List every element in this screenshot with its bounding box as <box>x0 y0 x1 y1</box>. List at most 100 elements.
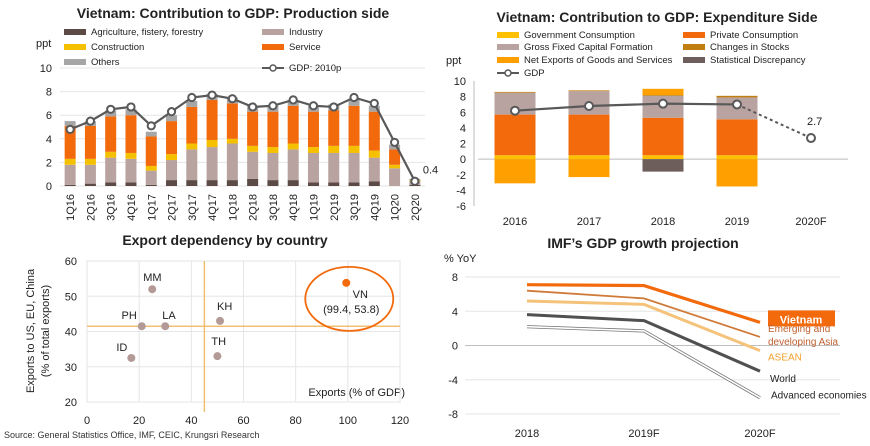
legend-swatch <box>64 59 86 65</box>
chart2-ylabel: ppt <box>446 55 461 67</box>
gdp-line <box>514 102 738 112</box>
bar-segment <box>716 119 758 156</box>
y-tick-label: -4 <box>456 185 466 197</box>
x-tick-label: 1Q19 <box>308 194 320 221</box>
bar-segment <box>267 111 279 148</box>
y-tick-label: 8 <box>46 87 52 99</box>
chart1-title: Vietnam: Contribution to GDP: Production… <box>77 5 390 21</box>
x-tick-label: 40 <box>185 415 197 427</box>
gdp-marker <box>658 98 668 109</box>
y-tick-label: 4 <box>46 134 52 146</box>
gdp-forecast-line <box>736 103 812 139</box>
bar-segment <box>105 116 117 152</box>
bar-segment <box>642 155 684 160</box>
point-label: ID <box>116 342 127 354</box>
bar-segment <box>716 159 758 187</box>
bar-segment <box>642 95 684 96</box>
legend-label: Others <box>91 57 120 68</box>
production-chart: 0 2 4 6 8 10 1Q16 2Q16 3Q16 4Q16 1Q17 2Q17 3Q17 4Q17 1… <box>40 27 438 221</box>
bar-segment <box>226 180 238 186</box>
point-label: LA <box>162 310 176 322</box>
bar-segment <box>389 144 401 150</box>
bar-segment <box>145 131 157 137</box>
bar-segment <box>84 125 96 159</box>
bar-segment <box>145 165 157 171</box>
scatter-point <box>216 316 225 325</box>
y-tick-label: 0 <box>460 154 466 166</box>
y-tick-label: 2 <box>46 157 52 169</box>
series-label: developing Asia <box>768 337 838 348</box>
legend-label: Government Consumption <box>524 30 635 41</box>
bar-segment <box>348 99 360 106</box>
bar-segment <box>642 117 684 156</box>
bar-segment <box>307 152 319 183</box>
source-note: Source: General Statistics Office, IMF, … <box>4 430 259 440</box>
x-tick-label: 1Q17 <box>146 194 158 221</box>
bar-segment <box>247 111 259 146</box>
bar-segment <box>186 180 198 186</box>
bar-segment <box>328 110 340 146</box>
bar-segment <box>267 147 279 153</box>
y-tick-label: 6 <box>460 107 466 119</box>
bar-segment <box>166 154 178 161</box>
x-tick-label: 2Q17 <box>167 194 179 221</box>
bar-segment <box>348 182 360 186</box>
series-line <box>526 283 761 324</box>
x-tick-label: 4Q19 <box>369 194 381 221</box>
x-tick-label: 2Q20 <box>410 194 422 221</box>
series-label: Advanced economies <box>771 391 867 402</box>
y-tick-label: 10 <box>40 63 52 75</box>
x-tick-label: 1Q16 <box>65 194 77 221</box>
chart3-xlabel: Exports (% of GDP) <box>308 387 405 399</box>
x-tick-label: 80 <box>290 415 302 427</box>
bar-segment <box>64 125 76 159</box>
bar-segment <box>145 184 157 186</box>
bar-segment <box>368 157 380 182</box>
bar-segment <box>226 143 238 181</box>
y-tick-label: -8 <box>448 409 458 421</box>
bar-segment <box>494 91 536 93</box>
y-axis-label: (% of total exports) <box>40 285 52 377</box>
gdp-marker <box>65 124 75 134</box>
gdp-marker <box>268 101 278 111</box>
bar-segment <box>64 164 76 185</box>
y-tick-label: 4 <box>452 306 458 318</box>
gdp-marker <box>349 92 359 103</box>
x-tick-label: 2019F <box>628 428 659 440</box>
bar-segment <box>145 170 157 185</box>
y-tick-label: -6 <box>456 201 466 213</box>
y-tick-label: 60 <box>65 256 77 268</box>
gdp-marker <box>288 95 298 105</box>
bar-segment <box>247 178 259 186</box>
x-tick-label: 2020F <box>744 428 775 440</box>
y-tick-label: 8 <box>452 272 458 284</box>
legend-label: Industry <box>289 27 323 38</box>
y-tick-label: 40 <box>65 327 77 339</box>
x-tick-label: 2016 <box>503 216 527 228</box>
legend-label: Private Consumption <box>710 30 798 41</box>
x-tick-label: 20 <box>133 415 145 427</box>
bar-segment <box>348 105 360 146</box>
legend-label: GDP <box>524 68 545 79</box>
chart2-title: Vietnam: Contribution to GDP: Expenditur… <box>497 9 818 25</box>
series-label: ASEAN <box>768 353 802 364</box>
x-tick-label: 2Q16 <box>85 194 97 221</box>
y-tick-label: -4 <box>448 375 458 387</box>
bar-segment <box>389 164 401 169</box>
gdp-marker <box>126 102 136 112</box>
bar-segment <box>125 152 137 159</box>
gdp-marker <box>806 133 816 144</box>
bar-segment <box>368 105 380 112</box>
x-tick-label: 2018 <box>651 216 675 228</box>
y-tick-label: 4 <box>460 123 466 135</box>
bar-segment <box>494 159 536 184</box>
bar-segment <box>368 150 380 158</box>
legend-label: Statistical Discrepancy <box>710 55 806 66</box>
bar-segment <box>105 151 117 158</box>
y-tick-label: -2 <box>456 170 466 182</box>
bar-segment <box>287 143 299 150</box>
bar-segment <box>389 168 401 186</box>
legend-swatch <box>497 57 519 63</box>
